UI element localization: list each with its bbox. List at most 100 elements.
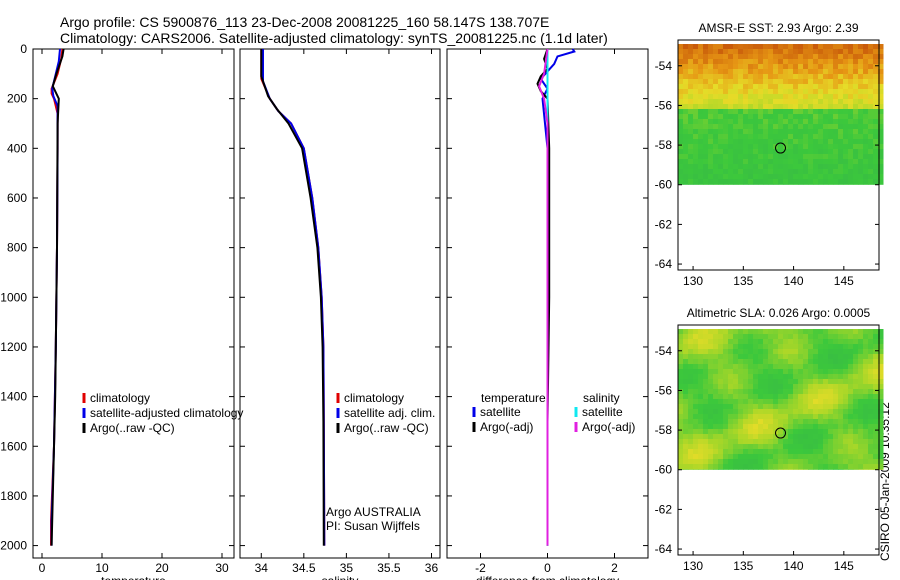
sst_map-cell <box>828 154 834 160</box>
sst_map-cell <box>833 69 839 75</box>
sst_map-cell <box>688 179 694 185</box>
sla_map-cell <box>828 399 834 405</box>
sst_map-cell <box>683 79 689 85</box>
sla_map-cell <box>703 359 709 365</box>
sla_map-cell <box>743 419 749 425</box>
sst_map-cell <box>873 154 879 160</box>
sla_map-cell <box>688 469 694 470</box>
sla_map-cell <box>803 384 809 390</box>
sst_map-cell <box>683 159 689 165</box>
sst_map-cell <box>678 159 684 165</box>
sst_map-cell <box>708 99 714 105</box>
sst_map-cell <box>698 109 704 115</box>
temperature-xtick-label: 10 <box>95 561 109 575</box>
sla_map-xtick-label: 135 <box>733 559 753 573</box>
sla_map-cell <box>693 359 699 365</box>
sst_map-cell <box>683 124 689 130</box>
sla_map-cell <box>748 469 754 470</box>
difference-legend-sal-satellite-label: satellite <box>582 405 623 419</box>
sst_map-cell <box>698 74 704 80</box>
sla_map-cell <box>758 444 764 450</box>
sst_map-cell <box>813 119 819 125</box>
sst_map-cell <box>868 69 874 75</box>
sla_map-cell <box>848 404 854 410</box>
sst_map-cell <box>803 84 809 90</box>
sla_map-cell <box>678 364 684 370</box>
sla_map-cell <box>878 439 884 445</box>
sla_map-cell <box>763 389 769 395</box>
sst_map-cell <box>768 154 774 160</box>
sla_map-cell <box>858 429 864 435</box>
sst_map-cell <box>863 114 869 120</box>
sst_map-cell <box>753 164 759 170</box>
sla_map-cell <box>793 464 799 470</box>
sst_map-cell <box>778 169 784 175</box>
sst_map-cell <box>693 59 699 65</box>
sla_map-cell <box>728 454 734 460</box>
sla_map-cell <box>678 429 684 435</box>
sst_map-cell <box>738 109 744 115</box>
sla_map-cell <box>813 354 819 360</box>
sst_map-cell <box>753 119 759 125</box>
sst_map-cell <box>728 74 734 80</box>
sst_map-cell <box>698 99 704 105</box>
sst_map-cell <box>708 134 714 140</box>
sst_map-cell <box>783 174 789 180</box>
sla_map-cell <box>843 344 849 350</box>
sst_map-cell <box>848 84 854 90</box>
sst_map-cell <box>778 179 784 185</box>
sla_map-cell <box>768 444 774 450</box>
sla_map-cell <box>708 444 714 450</box>
sst_map-cell <box>708 94 714 100</box>
sst_map-cell <box>813 179 819 185</box>
sla_map-cell <box>788 424 794 430</box>
sla_map-cell <box>843 379 849 385</box>
sst_map-cell <box>778 109 784 115</box>
sla_map-cell <box>838 359 844 365</box>
sla_map-cell <box>793 359 799 365</box>
sla_map-cell <box>708 344 714 350</box>
sst_map-cell <box>793 159 799 165</box>
sla_map-cell <box>778 429 784 435</box>
sla_map-cell <box>743 384 749 390</box>
sst_map-cell <box>823 104 829 110</box>
sla_map-cell <box>703 404 709 410</box>
sst_map-cell <box>683 119 689 125</box>
sst_map-cell <box>808 144 814 150</box>
sla_map-cell <box>783 349 789 355</box>
sla_map-cell <box>878 339 884 345</box>
sst_map-cell <box>873 164 879 170</box>
sst_map-cell <box>738 144 744 150</box>
sst_map-cell <box>848 49 854 55</box>
sst_map-cell <box>833 119 839 125</box>
sst_map-cell <box>758 139 764 145</box>
sst_map-cell <box>703 164 709 170</box>
sla_map-cell <box>768 409 774 415</box>
sst_map-cell <box>818 44 824 50</box>
sst_map-cell <box>688 89 694 95</box>
sst_map-heatmap <box>678 44 884 185</box>
sst_map-cell <box>838 174 844 180</box>
sla_map-cell <box>698 469 704 470</box>
sla_map-cell <box>778 349 784 355</box>
sla_map-cell <box>713 444 719 450</box>
sla_map-cell <box>688 404 694 410</box>
sla_map-cell <box>833 419 839 425</box>
sst_map-cell <box>813 144 819 150</box>
sst_map-cell <box>838 124 844 130</box>
sst_map-cell <box>778 174 784 180</box>
sla_map-cell <box>718 424 724 430</box>
sla_map-cell <box>813 329 819 335</box>
sst_map-cell <box>783 69 789 75</box>
sla_map-cell <box>843 329 849 335</box>
sla_map-cell <box>868 454 874 460</box>
sla_map-cell <box>763 364 769 370</box>
sla_map-cell <box>873 389 879 395</box>
sla_map-cell <box>778 469 784 470</box>
sst_map-cell <box>753 179 759 185</box>
sla_map-cell <box>838 464 844 470</box>
sst_map-cell <box>838 99 844 105</box>
sla_map-cell <box>838 389 844 395</box>
sla_map-cell <box>733 399 739 405</box>
sla_map-cell <box>678 394 684 400</box>
